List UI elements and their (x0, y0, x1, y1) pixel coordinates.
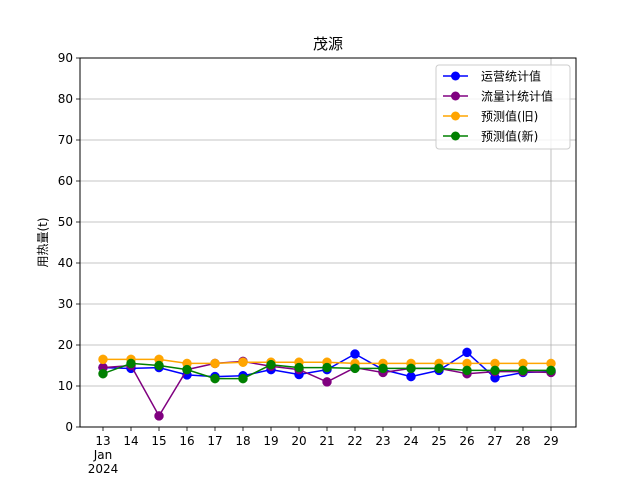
data-point (182, 364, 192, 375)
legend-swatch-marker (451, 91, 460, 101)
y-tick-label: 10 (58, 379, 73, 393)
data-point (322, 362, 332, 373)
plot-area (79, 57, 577, 428)
data-point (350, 363, 360, 374)
x-tick-label: 25 (431, 434, 446, 448)
y-tick-label: 40 (58, 256, 73, 270)
chart-title: 茂源 (313, 35, 343, 53)
x-tick-label: 29 (543, 434, 558, 448)
data-point (210, 373, 220, 384)
data-point (462, 365, 472, 376)
legend-swatch-marker (451, 131, 460, 141)
data-point (490, 365, 500, 376)
legend-item: 流量计统计值 (443, 89, 553, 104)
x-tick-year-label: 2024 (88, 462, 119, 476)
y-tick-label: 0 (65, 420, 73, 434)
data-point (518, 365, 528, 376)
legend-item: 运营统计值 (443, 69, 541, 84)
x-tick-month-label: Jan (93, 448, 113, 462)
y-axis-title: 用热量(t) (36, 217, 50, 267)
y-axis: 0 10 20 30 40 50 60 70 80 90 (58, 51, 80, 434)
legend-swatch-marker (451, 111, 460, 121)
series-4 (98, 358, 556, 384)
y-tick-label: 60 (58, 174, 73, 188)
x-tick-label: 19 (263, 434, 278, 448)
data-point (406, 363, 416, 374)
data-point (266, 359, 276, 370)
data-point (294, 362, 304, 373)
legend-box (435, 64, 571, 150)
x-tick-label: 26 (459, 434, 474, 448)
data-point (434, 363, 444, 374)
data-point (350, 349, 360, 359)
legend-item: 预测值(新) (443, 129, 538, 144)
legend-label: 预测值(旧) (481, 109, 538, 124)
x-tick-label: 14 (123, 434, 138, 448)
series-layer (98, 347, 556, 421)
x-tick-label: 13 (95, 434, 110, 448)
y-tick-label: 20 (58, 338, 73, 352)
x-tick-label: 28 (515, 434, 530, 448)
legend-item: 预测值(旧) (443, 109, 538, 124)
x-axis: 13 14 15 16 17 18 19 20 21 22 23 24 25 26 27 28 29 Jan202… (88, 427, 559, 476)
x-tick-label: 16 (179, 434, 194, 448)
data-point (154, 360, 164, 371)
x-tick-label: 23 (375, 434, 390, 448)
data-point (98, 368, 108, 379)
x-tick-label: 20 (291, 434, 306, 448)
x-tick-label: 24 (403, 434, 418, 448)
legend-label: 流量计统计值 (481, 89, 553, 104)
legend-label: 运营统计值 (481, 69, 541, 84)
y-tick-label: 70 (58, 133, 73, 147)
data-point (98, 354, 108, 365)
data-point (546, 365, 556, 376)
data-point (126, 358, 136, 369)
data-point (462, 347, 472, 358)
x-tick-label: 18 (235, 434, 250, 448)
x-tick-label: 27 (487, 434, 502, 448)
x-tick-label: 17 (207, 434, 222, 448)
x-tick-label: 15 (151, 434, 166, 448)
legend-swatch-marker (451, 71, 460, 81)
y-tick-label: 50 (58, 215, 73, 229)
y-tick-label: 30 (58, 297, 73, 311)
data-point (210, 358, 220, 369)
data-point (238, 373, 248, 384)
data-point (238, 357, 248, 367)
data-point (322, 377, 332, 387)
data-point (154, 411, 164, 421)
y-tick-label: 90 (58, 51, 73, 65)
data-point (406, 371, 416, 382)
data-point (378, 363, 388, 374)
x-tick-label: 21 (319, 434, 334, 448)
y-tick-label: 80 (58, 92, 73, 106)
x-tick-label: 22 (347, 434, 362, 448)
legend-label: 预测值(新) (481, 129, 538, 144)
